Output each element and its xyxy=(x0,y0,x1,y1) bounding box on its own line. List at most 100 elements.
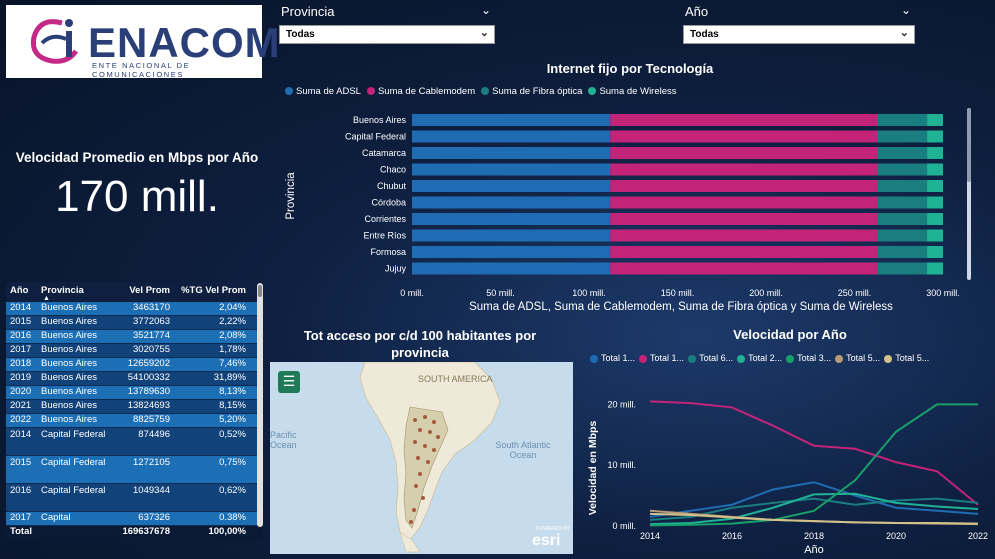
bar-segment[interactable] xyxy=(927,262,943,275)
map-point[interactable] xyxy=(418,472,422,476)
bar-segment[interactable] xyxy=(877,163,928,176)
table-scrollbar[interactable] xyxy=(257,283,263,527)
line-series[interactable] xyxy=(649,497,979,521)
bar-segment[interactable] xyxy=(610,213,878,225)
anio-dropdown[interactable]: Todas ⌄ xyxy=(683,25,915,44)
anio-slicer-chevron-icon[interactable]: ⌄ xyxy=(901,3,912,17)
bar-segment[interactable] xyxy=(877,213,928,225)
line-legend-item[interactable]: Total 5... xyxy=(884,353,929,363)
bar-segment[interactable] xyxy=(412,114,611,126)
bar-segment[interactable] xyxy=(927,196,943,209)
bar-segment[interactable] xyxy=(412,163,611,176)
bar-segment[interactable] xyxy=(927,180,943,192)
line-series[interactable] xyxy=(649,512,979,525)
line-series[interactable] xyxy=(649,492,979,526)
bar-segment[interactable] xyxy=(877,147,928,159)
table-row[interactable]: 2017 Buenos Aires 3020755 1,78% xyxy=(6,344,262,358)
table-row[interactable]: 2014 Capital Federal 874496 0,52% xyxy=(6,428,262,456)
bar-segment[interactable] xyxy=(877,180,928,192)
map-point[interactable] xyxy=(412,508,416,512)
table-row[interactable]: 2018 Buenos Aires 12659202 7,46% xyxy=(6,358,262,372)
bar-segment[interactable] xyxy=(927,130,943,143)
bar-segment[interactable] xyxy=(610,246,878,258)
table-row[interactable]: 2019 Buenos Aires 54100332 31,89% xyxy=(6,372,262,386)
table-row[interactable]: 2022 Buenos Aires 8825759 5,20% xyxy=(6,414,262,428)
bar-segment[interactable] xyxy=(610,180,878,192)
table-scrollbar-thumb[interactable] xyxy=(258,285,262,297)
bar-segment[interactable] xyxy=(610,147,878,159)
line-legend-item[interactable]: Total 5... xyxy=(835,353,880,363)
bar-segment[interactable] xyxy=(412,213,611,225)
bar-segment[interactable] xyxy=(610,130,878,143)
bar-segment[interactable] xyxy=(610,262,878,275)
bar-segment[interactable] xyxy=(412,229,611,242)
line-series[interactable] xyxy=(649,400,979,506)
bar-segment[interactable] xyxy=(877,130,928,143)
map-point[interactable] xyxy=(423,444,427,448)
map-point[interactable] xyxy=(428,430,432,434)
velocidad-table[interactable]: Año Provincia ▲ Vel Prom %TG Vel Prom 20… xyxy=(6,282,262,540)
bar-chart-scrollbar-thumb[interactable] xyxy=(967,108,971,182)
bar-legend-item[interactable]: Suma de Wireless xyxy=(588,86,677,97)
bar-segment[interactable] xyxy=(927,163,943,176)
map-point[interactable] xyxy=(436,435,440,439)
provincia-slicer-chevron-icon[interactable]: ⌄ xyxy=(481,3,492,17)
bar-segment[interactable] xyxy=(412,196,611,209)
line-series[interactable] xyxy=(649,481,979,518)
bar-segment[interactable] xyxy=(927,114,943,126)
map-point[interactable] xyxy=(414,484,418,488)
map-point[interactable] xyxy=(432,448,436,452)
table-row[interactable]: 2021 Buenos Aires 13824693 8,15% xyxy=(6,400,262,414)
col-header-anio[interactable]: Año xyxy=(10,285,29,296)
map-point[interactable] xyxy=(426,460,430,464)
bar-segment[interactable] xyxy=(610,163,878,176)
table-row[interactable]: 2016 Capital Federal 1049344 0,62% xyxy=(6,484,262,512)
bar-segment[interactable] xyxy=(877,229,928,242)
map-point[interactable] xyxy=(409,520,413,524)
bar-segment[interactable] xyxy=(412,147,611,159)
map-point[interactable] xyxy=(413,440,417,444)
bar-legend-item[interactable]: Suma de Fibra óptica xyxy=(481,86,582,97)
map-point[interactable] xyxy=(423,415,427,419)
map-point[interactable] xyxy=(421,496,425,500)
bar-segment[interactable] xyxy=(927,147,943,159)
map-point[interactable] xyxy=(416,456,420,460)
line-legend-item[interactable]: Total 3... xyxy=(786,353,831,363)
col-header-provincia[interactable]: Provincia ▲ xyxy=(38,282,110,302)
bar-segment[interactable] xyxy=(927,246,943,258)
argentina-map[interactable]: SOUTH AMERICA Pacific Ocean South Atlant… xyxy=(270,362,573,554)
bar-legend-item[interactable]: Suma de Cablemodem xyxy=(366,86,475,97)
bar-segment[interactable] xyxy=(412,130,611,143)
col-header-tgvelprom[interactable]: %TG Vel Prom xyxy=(181,285,246,296)
bar-segment[interactable] xyxy=(412,180,611,192)
bar-segment[interactable] xyxy=(927,229,943,242)
col-header-velprom[interactable]: Vel Prom xyxy=(129,285,170,296)
map-point[interactable] xyxy=(432,420,436,424)
table-row[interactable]: 2015 Capital Federal 1272105 0,75% xyxy=(6,456,262,484)
table-row[interactable]: 2016 Buenos Aires 3521774 2,08% xyxy=(6,330,262,344)
bar-segment[interactable] xyxy=(610,196,878,209)
map-menu-button[interactable]: ☰ xyxy=(278,371,300,393)
bar-segment[interactable] xyxy=(610,229,878,242)
map-point[interactable] xyxy=(418,428,422,432)
table-row[interactable]: 2017 Capital 637326 0.38% xyxy=(6,512,262,526)
line-legend-item[interactable]: Total 1... xyxy=(590,353,635,363)
bar-segment[interactable] xyxy=(877,114,928,126)
bar-segment[interactable] xyxy=(877,262,928,275)
table-row[interactable]: 2015 Buenos Aires 3772063 2,22% xyxy=(6,316,262,330)
bar-segment[interactable] xyxy=(610,114,878,126)
bar-segment[interactable] xyxy=(877,246,928,258)
line-legend-item[interactable]: Total 2... xyxy=(737,353,782,363)
bar-segment[interactable] xyxy=(412,246,611,258)
map-point[interactable] xyxy=(413,418,417,422)
bar-legend-item[interactable]: Suma de ADSL xyxy=(285,86,361,97)
table-row[interactable]: 2020 Buenos Aires 13789630 8,13% xyxy=(6,386,262,400)
line-series[interactable] xyxy=(649,403,978,527)
provincia-dropdown[interactable]: Todas ⌄ xyxy=(279,25,495,44)
table-row[interactable]: 2014 Buenos Aires 3463170 2,04% xyxy=(6,302,262,316)
bar-segment[interactable] xyxy=(412,262,611,275)
line-legend-item[interactable]: Total 1... xyxy=(639,353,684,363)
bar-segment[interactable] xyxy=(927,213,943,225)
bar-segment[interactable] xyxy=(877,196,928,209)
line-legend-item[interactable]: Total 6... xyxy=(688,353,733,363)
